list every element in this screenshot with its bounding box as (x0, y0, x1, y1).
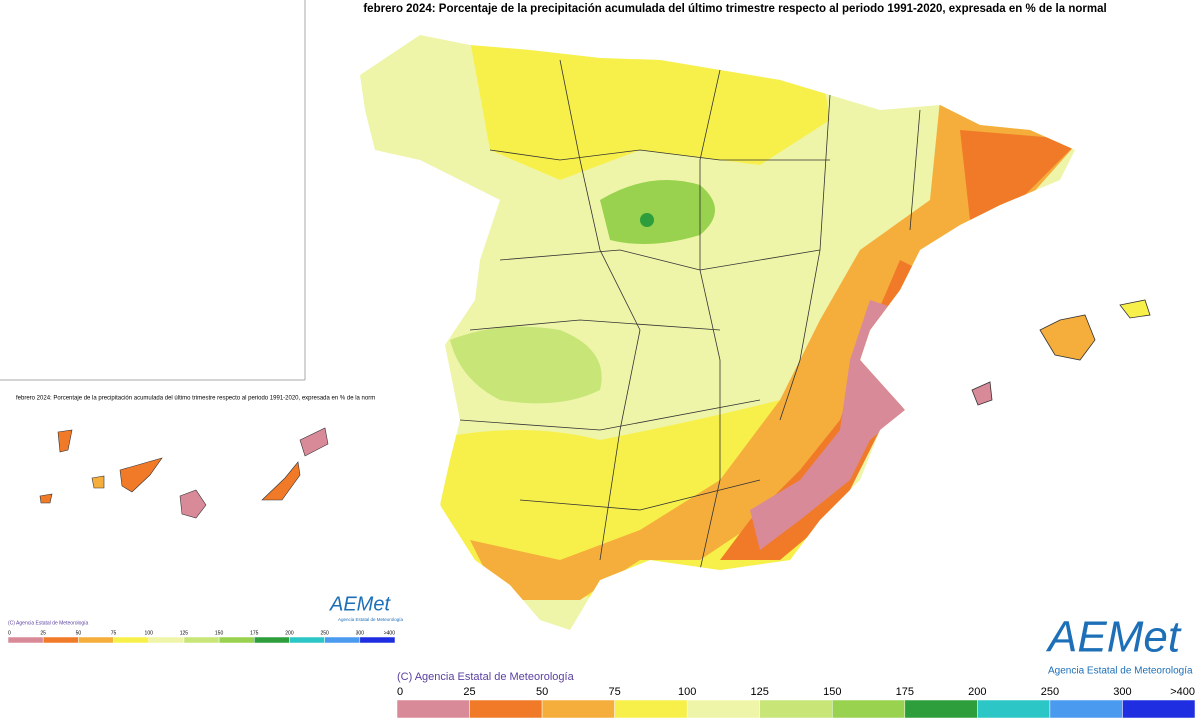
legend-swatch (977, 699, 1051, 719)
island (39, 493, 53, 504)
legend-label: 175 (896, 686, 914, 698)
island (299, 427, 329, 457)
legends: 0 25 50 75 100 125 150 175 200 250 300 >400 0 25 50 75 1… (7, 630, 1196, 719)
legend-swatch (1049, 699, 1123, 719)
logo: AEMet (329, 593, 391, 615)
legend-label: 150 (823, 686, 841, 698)
legend-label: >400 (1170, 686, 1195, 698)
region (600, 180, 715, 244)
logo-subtitle: Agencia Estatal de Meteorología (338, 617, 404, 622)
legend-swatch (541, 699, 615, 719)
region (450, 326, 602, 404)
legend-label: >400 (384, 630, 395, 636)
legend-label: 300 (1113, 686, 1131, 698)
legend-label: 75 (609, 686, 621, 698)
legend-label: 300 (356, 630, 365, 636)
legend-swatch (289, 636, 325, 644)
region (470, 40, 830, 180)
legend-label: 100 (678, 686, 696, 698)
legend-swatch (832, 699, 906, 719)
region (960, 130, 1075, 220)
legend-swatch (324, 636, 361, 644)
legend-swatch (113, 636, 149, 644)
inset-title: febrero 2024: Porcentaje de la precipita… (16, 396, 375, 402)
logo: AEMet (1045, 613, 1182, 662)
legend-label: 25 (463, 686, 475, 698)
island (57, 429, 73, 453)
logo-subtitle: Agencia Estatal de Meteorología (1048, 666, 1193, 677)
legend-label: 50 (536, 686, 548, 698)
legend-swatch (904, 699, 978, 719)
island (91, 475, 105, 489)
legend-label: 0 (397, 686, 403, 698)
island (1039, 314, 1096, 361)
legend-swatch (759, 699, 833, 719)
map-title: febrero 2024: Porcentaje de la precipita… (363, 3, 1106, 15)
region (430, 400, 820, 600)
legend-label: 50 (76, 630, 82, 636)
spain-map (360, 35, 1075, 630)
legend-swatch (7, 636, 44, 644)
legend-label: 125 (751, 686, 769, 698)
legend-swatch (42, 636, 79, 644)
legend-label: 200 (285, 630, 294, 636)
legend-swatch (254, 636, 290, 644)
legend-label: 0 (8, 630, 11, 636)
legend-label: 75 (111, 630, 117, 636)
legend-label: 25 (40, 630, 46, 636)
legend-label: 150 (215, 630, 224, 636)
legend-swatch (614, 699, 688, 719)
legend-label: 250 (320, 630, 329, 636)
legend-label: 125 (180, 630, 189, 636)
legend-label: 200 (968, 686, 986, 698)
legend-label: 100 (145, 630, 154, 636)
island (179, 489, 207, 519)
legend-label: 250 (1041, 686, 1059, 698)
legend-swatch (396, 699, 470, 719)
legend-swatch (218, 636, 255, 644)
legend-label: 175 (250, 630, 259, 636)
region (470, 100, 1075, 600)
legend-swatch (78, 636, 114, 644)
copyright: (C) Agencia Estatal de Meteorología (397, 671, 575, 683)
island (261, 461, 301, 501)
island (971, 381, 993, 406)
island (1119, 299, 1151, 319)
legend-swatch (686, 699, 760, 719)
legend-swatch (359, 636, 396, 644)
region (640, 213, 654, 227)
copyright: (C) Agencia Estatal de Meteorología (8, 620, 89, 626)
legend-swatch (183, 636, 220, 644)
island (119, 457, 163, 493)
province-boundary (459, 59, 921, 571)
legend-swatch (148, 636, 185, 644)
legend-swatch (1122, 699, 1196, 719)
legend-swatch (469, 699, 543, 719)
